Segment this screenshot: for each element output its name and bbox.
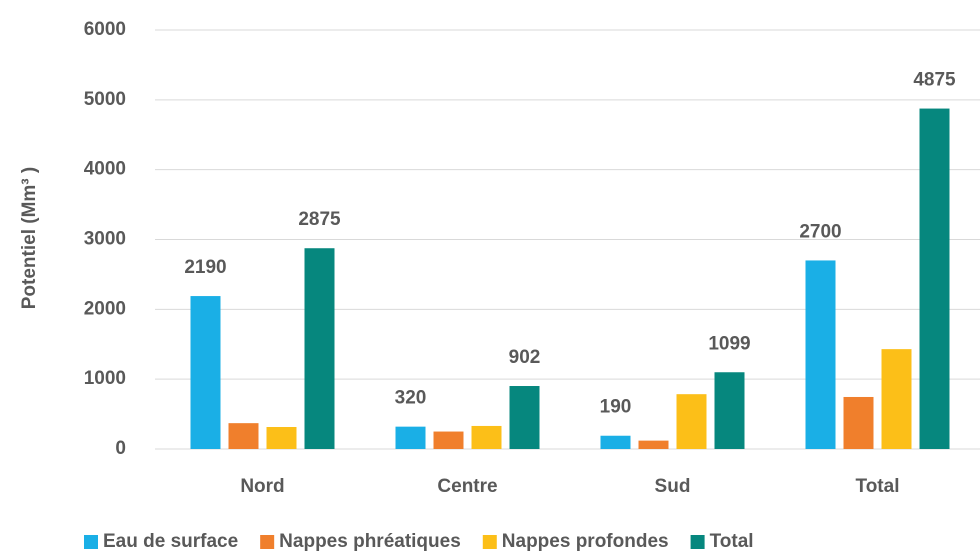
y-axis-title: Potentiel (Mm³ ) (19, 167, 40, 310)
x-tick-label: Centre (437, 476, 497, 497)
data-label: 2875 (298, 209, 341, 230)
legend-swatch (84, 535, 98, 549)
y-tick-label: 6000 (84, 19, 126, 40)
bar (266, 427, 297, 449)
data-label: 902 (509, 347, 541, 368)
y-tick-label: 0 (115, 438, 126, 459)
x-tick-label: Total (856, 476, 900, 497)
bar (843, 396, 874, 449)
data-label: 320 (395, 388, 427, 409)
bar (676, 394, 707, 449)
y-tick-label: 1000 (84, 368, 126, 389)
bar (433, 431, 464, 449)
legend-label: Nappes phréatiques (279, 531, 461, 552)
bar (228, 423, 259, 449)
legend-label: Eau de surface (103, 531, 238, 552)
bar (304, 248, 335, 449)
bar (471, 425, 502, 449)
data-label: 2190 (184, 257, 226, 278)
bar (509, 386, 540, 449)
x-tick-label: Sud (655, 476, 691, 497)
y-tick-label: 3000 (84, 229, 126, 250)
legend-swatch (260, 535, 275, 549)
legend-swatch (690, 535, 705, 549)
y-tick-label: 5000 (84, 89, 126, 110)
bar (638, 440, 669, 449)
bar (919, 108, 950, 449)
legend-label: Nappes profondes (502, 531, 669, 552)
bar (714, 372, 745, 449)
data-label: 190 (600, 397, 632, 418)
data-label: 2700 (799, 221, 841, 242)
bar (805, 260, 836, 449)
y-tick-label: 4000 (84, 159, 126, 180)
y-tick-label: 2000 (84, 298, 126, 319)
data-label: 1099 (708, 333, 750, 354)
bar (395, 426, 426, 449)
legend-label: Total (710, 531, 754, 552)
legend-swatch (482, 535, 497, 549)
bar (881, 349, 912, 449)
x-tick-label: Nord (240, 476, 284, 497)
bar (190, 296, 221, 449)
bar (600, 435, 631, 449)
data-label: 4875 (913, 70, 956, 91)
